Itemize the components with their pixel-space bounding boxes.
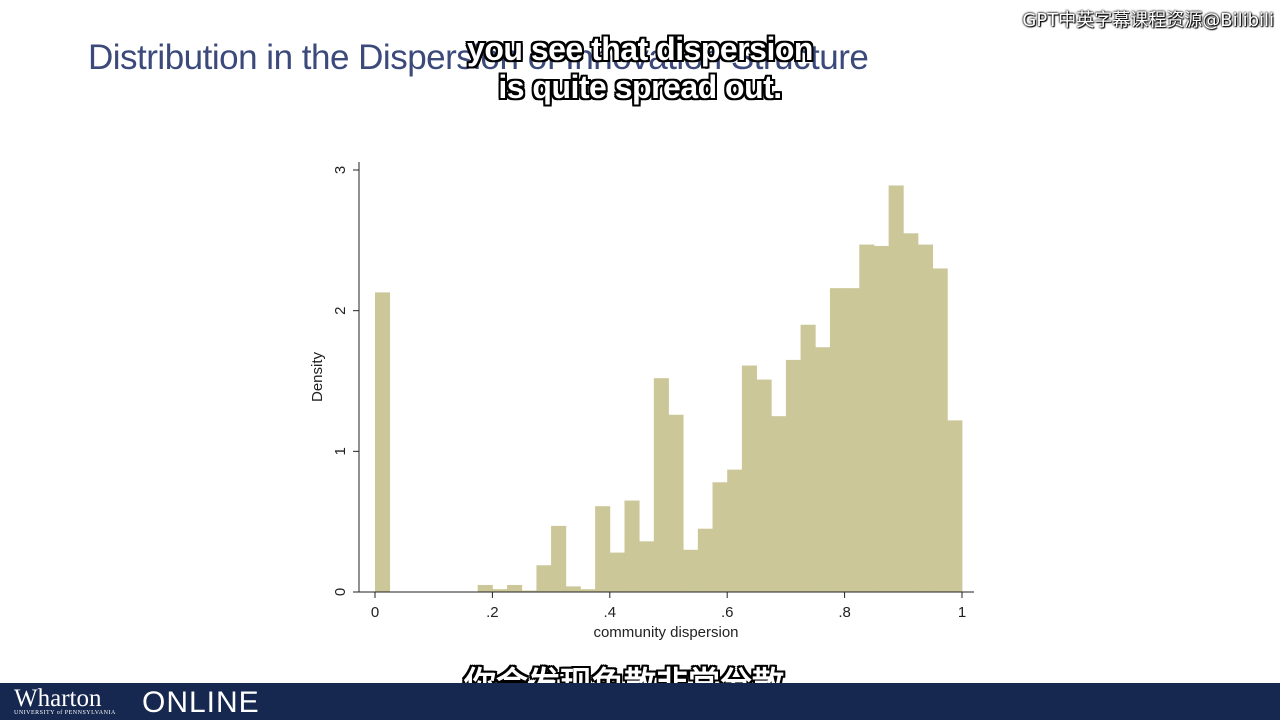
histogram-bar — [595, 506, 611, 592]
histogram-bar — [551, 525, 567, 592]
histogram-bar — [947, 420, 963, 592]
subtitle-english-line-1: you see that dispersion — [467, 31, 813, 67]
y-tick-label: 3 — [332, 166, 349, 174]
online-label: ONLINE — [142, 686, 260, 719]
y-tick-label: 0 — [332, 588, 349, 596]
x-tick-label: .8 — [838, 604, 851, 621]
y-tick-label: 2 — [332, 306, 349, 314]
x-tick-label: .2 — [486, 604, 499, 621]
histogram-bar — [844, 288, 860, 592]
histogram-bar — [903, 233, 919, 593]
histogram-bar — [683, 549, 699, 592]
histogram-bar — [507, 584, 523, 592]
histogram-bar — [624, 500, 640, 592]
watermark: GPT中英字幕课程资源@Bilibili — [1022, 10, 1274, 31]
histogram-bar — [565, 586, 581, 592]
histogram-bar — [741, 365, 757, 592]
histogram-bar — [917, 244, 934, 592]
footer-bar: Wharton UNIVERSITY of PENNSYLVANIA ONLIN… — [0, 683, 1280, 720]
histogram-bar — [888, 185, 904, 592]
histogram-bar — [653, 378, 669, 592]
x-axis-ticks: 0 .2 .4 .6 .8 1 — [371, 592, 966, 621]
histogram-bar — [712, 482, 728, 592]
histogram-bar — [492, 589, 508, 592]
y-axis-ticks: 0 1 2 3 — [332, 166, 359, 596]
histogram-bar — [829, 288, 845, 592]
x-tick-label: .6 — [721, 604, 734, 621]
x-tick-label: 1 — [958, 604, 966, 621]
histogram-bar — [756, 379, 772, 592]
histogram-bar — [785, 359, 801, 592]
histogram-bar — [521, 590, 537, 592]
histogram-bar — [609, 552, 625, 592]
wharton-logo-subtext: UNIVERSITY of PENNSYLVANIA — [14, 710, 116, 716]
histogram-bar — [477, 584, 493, 592]
histogram-bar — [375, 292, 391, 592]
y-axis-label: Density — [309, 351, 326, 402]
bar-group — [375, 185, 963, 593]
y-tick-label: 1 — [332, 447, 349, 455]
histogram-bar — [800, 324, 816, 592]
x-axis-label: community dispersion — [593, 624, 738, 641]
x-tick-label: 0 — [371, 604, 379, 621]
histogram-bar — [727, 469, 743, 592]
subtitle-english-line-2: is quite spread out. — [498, 69, 782, 105]
subtitle-english: you see that dispersion is quite spread … — [0, 30, 1280, 106]
histogram-bar — [580, 589, 596, 592]
histogram-bar — [859, 244, 875, 592]
slide-title: Distribution in the Dispersion of Innova… — [88, 38, 869, 77]
histogram-bar — [536, 565, 552, 592]
histogram-bar — [873, 245, 890, 592]
x-tick-label: .4 — [604, 604, 617, 621]
wharton-logo: Wharton — [14, 685, 102, 712]
histogram-bar — [771, 416, 787, 592]
histogram-bar — [815, 347, 831, 592]
histogram-bar — [697, 528, 713, 592]
histogram-bar — [932, 268, 948, 592]
histogram-bar — [639, 541, 655, 592]
histogram-bar — [668, 414, 684, 592]
